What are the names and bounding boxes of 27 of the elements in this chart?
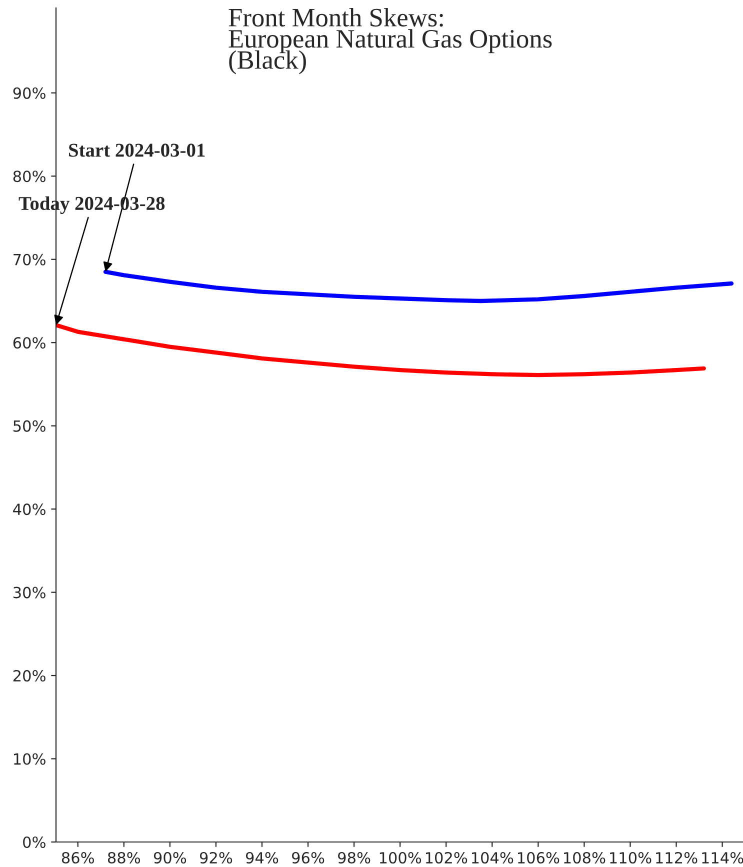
y-tick-label: 80% — [13, 170, 46, 182]
x-tick-label: 94% — [246, 852, 278, 864]
x-tick-label: 108% — [564, 852, 606, 864]
x-tick-label: 90% — [154, 852, 186, 864]
y-tick-label: 10% — [14, 753, 46, 765]
x-tick-label: 114% — [702, 852, 743, 864]
y-tick-label: 30% — [13, 586, 46, 598]
x-tick-label: 102% — [426, 852, 468, 864]
x-tick-label: 96% — [292, 852, 324, 864]
x-tick-label: 110% — [610, 852, 652, 864]
x-tick-label: 104% — [472, 852, 514, 864]
y-tick-label: 70% — [14, 254, 46, 266]
x-tick-label: 112% — [656, 852, 698, 864]
y-tick-label: 50% — [14, 420, 46, 432]
y-tick-label: 40% — [13, 504, 46, 516]
y-tick-label: 90% — [13, 87, 46, 99]
x-tick-label: 86% — [62, 852, 94, 864]
x-tick-label: 92% — [200, 852, 232, 864]
x-tick-label: 100% — [380, 852, 422, 864]
annotation: Start 2024-03-01 — [69, 144, 205, 157]
y-tick-label: 0% — [23, 836, 46, 848]
y-tick-label: 60% — [13, 337, 46, 349]
y-tick-label: 20% — [13, 670, 46, 682]
x-tick-label: 98% — [338, 852, 370, 864]
text: Front Month Skews: European Natural Gas Options (Black) — [228, 8, 552, 74]
x-tick-label: 88% — [108, 852, 140, 864]
x-tick-label: 106% — [518, 852, 560, 864]
